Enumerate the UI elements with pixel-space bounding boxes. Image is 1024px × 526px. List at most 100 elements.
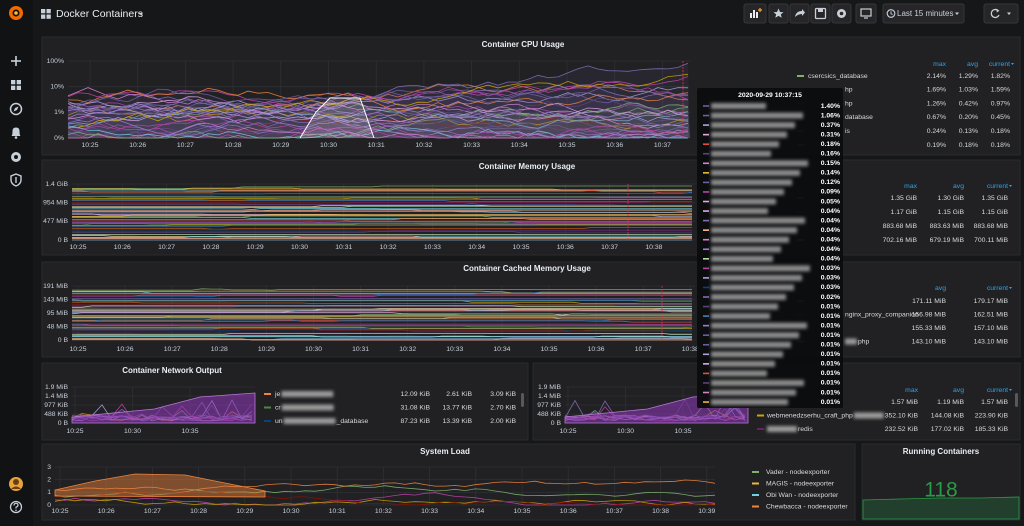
- save-button[interactable]: [811, 4, 830, 23]
- legend-value: 1.17 GiB: [891, 209, 918, 216]
- legend-value: 883.68 MiB: [974, 223, 1009, 230]
- panel-title: Container Network Output: [122, 366, 222, 375]
- x-tick-label: 10:25: [81, 142, 98, 149]
- y-tick-label: 0%: [54, 135, 64, 142]
- redacted-name: [711, 122, 795, 128]
- x-tick-label: 10:28: [211, 346, 228, 353]
- legend-value: 223.90 KiB: [975, 412, 1009, 419]
- redacted-name: [711, 189, 784, 195]
- configuration-icon[interactable]: [11, 152, 21, 162]
- legend-value: 0.24%: [927, 128, 946, 135]
- y-tick-label: 2: [47, 476, 51, 483]
- tooltip-value: 0.04%: [821, 246, 840, 253]
- tooltip-value: 0.04%: [821, 217, 840, 224]
- user-avatar[interactable]: [9, 477, 23, 491]
- grafana-logo[interactable]: [9, 6, 23, 20]
- panel-title: System Load: [420, 447, 470, 456]
- tooltip-value: 0.01%: [821, 332, 840, 339]
- refresh-button[interactable]: [984, 4, 1018, 23]
- legend-name: is: [845, 128, 851, 135]
- legend-header: max: [904, 183, 917, 190]
- legend-value: 352.10 KiB: [885, 412, 919, 419]
- redacted-name: [711, 246, 781, 252]
- tooltip-value: 1.40%: [821, 103, 840, 110]
- x-tick-label: 10:32: [375, 508, 392, 515]
- tooltip-value: 1.06%: [821, 112, 840, 119]
- tooltip-value: 0.01%: [821, 380, 840, 387]
- legend-value: 162.51 MiB: [974, 311, 1009, 318]
- x-tick-label: 10:29: [272, 142, 289, 149]
- x-tick-label: 10:37: [606, 508, 623, 515]
- redacted-name: [711, 151, 771, 157]
- legend-value: 883.63 MiB: [930, 223, 965, 230]
- x-tick-label: 10:33: [424, 244, 441, 251]
- redacted-name: [711, 342, 791, 348]
- legend-name-suffix: php: [858, 338, 870, 345]
- share-button[interactable]: [790, 4, 809, 23]
- add-panel-button[interactable]: [744, 4, 766, 23]
- legend-value: 1.82%: [991, 73, 1010, 80]
- y-tick-label: 0 B: [58, 420, 69, 427]
- legend-value: 2.00 KiB: [490, 418, 516, 425]
- x-tick-label: 10:31: [352, 346, 369, 353]
- y-tick-label: 95 MiB: [47, 310, 69, 317]
- stat-value: 118: [924, 479, 957, 502]
- legend-header: current: [989, 61, 1010, 68]
- legend-value: 0.97%: [991, 100, 1010, 107]
- sidebar: [0, 0, 33, 526]
- x-tick-label: 10:29: [236, 508, 253, 515]
- redacted-name: [711, 399, 788, 405]
- redacted-name: [711, 237, 789, 243]
- tooltip-value: 0.01%: [821, 370, 840, 377]
- legend-value: 0.42%: [959, 100, 978, 107]
- redacted-name: [711, 160, 808, 166]
- x-tick-label: 10:31: [368, 142, 385, 149]
- time-range-label[interactable]: Last 15 minutes: [897, 9, 953, 18]
- x-tick-label: 10:39: [698, 508, 715, 515]
- x-tick-label: 10:27: [144, 508, 161, 515]
- x-tick-label: 10:36: [560, 508, 577, 515]
- y-tick-label: 10%: [50, 83, 64, 90]
- redacted-name: [711, 332, 799, 338]
- tooltip-value: 0.12%: [821, 179, 840, 186]
- sidebar-background: [0, 0, 33, 526]
- trace-line: [72, 197, 692, 198]
- x-tick-label: 10:26: [129, 142, 146, 149]
- x-tick-label: 10:37: [654, 142, 671, 149]
- panel: System Load321010:2510:2610:2710:2810:29…: [42, 444, 855, 520]
- x-tick-label: 10:26: [98, 508, 115, 515]
- tv-mode-button[interactable]: [856, 4, 876, 23]
- x-tick-label: 10:38: [682, 346, 699, 353]
- x-tick-label: 10:35: [512, 244, 529, 251]
- x-tick-label: 10:38: [645, 244, 662, 251]
- legend-value: 1.30 GiB: [938, 195, 965, 202]
- y-tick-label: 488 KiB: [537, 411, 561, 418]
- panel-title: Container CPU Usage: [482, 40, 565, 49]
- x-tick-label: 10:29: [247, 244, 264, 251]
- panels: Container CPU Usage100%10%1%0%10:2510:26…: [42, 37, 1020, 520]
- y-tick-label: 1.4 MiB: [538, 393, 562, 400]
- dashboard-title[interactable]: Docker Containers: [56, 8, 143, 20]
- redacted-name: [711, 132, 787, 138]
- panel: Container Memory Usage1.4 GiB954 MiB477 …: [42, 160, 1020, 255]
- x-tick-label: 10:30: [282, 508, 299, 515]
- redacted-name: [711, 361, 775, 367]
- redacted-name: [711, 141, 779, 147]
- redacted-name: [711, 179, 792, 185]
- tooltip-value: 0.04%: [821, 208, 840, 215]
- legend-name: hp: [845, 100, 853, 107]
- settings-button[interactable]: [832, 4, 851, 23]
- star-button[interactable]: [769, 4, 788, 23]
- x-tick-label: 10:35: [540, 346, 557, 353]
- redacted-name: [711, 103, 766, 109]
- redacted-name: [281, 391, 333, 397]
- tooltip-value: 0.01%: [821, 389, 840, 396]
- legend-name-suffix: redis: [798, 426, 813, 433]
- x-tick-label: 10:30: [291, 244, 308, 251]
- tooltip-value: 0.01%: [821, 303, 840, 310]
- legend-value: 1.35 GiB: [891, 195, 918, 202]
- legend-value: 171.11 MiB: [912, 298, 946, 305]
- panel-title: Running Containers: [903, 447, 980, 456]
- tooltip-value: 0.01%: [821, 361, 840, 368]
- legend-value: 156.98 MiB: [912, 311, 947, 318]
